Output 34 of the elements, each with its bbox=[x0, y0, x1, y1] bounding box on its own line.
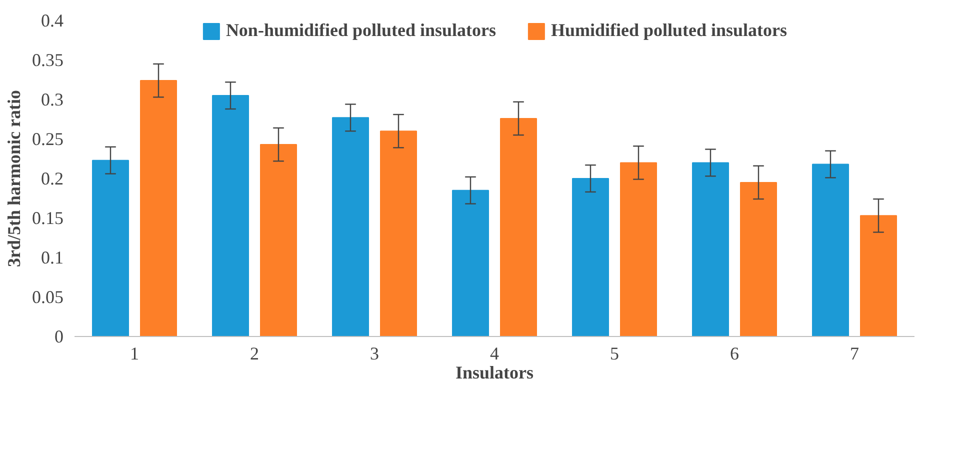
bar bbox=[140, 80, 177, 336]
y-tick-label: 0.05 bbox=[32, 287, 64, 307]
y-tick-label: 0.35 bbox=[32, 50, 64, 70]
bar bbox=[860, 215, 897, 336]
y-tick-label: 0.2 bbox=[41, 168, 64, 188]
x-tick-label: 3 bbox=[370, 344, 379, 364]
bar bbox=[452, 190, 489, 336]
bar bbox=[92, 160, 129, 336]
x-tick-label: 2 bbox=[250, 344, 259, 364]
bar bbox=[692, 162, 729, 336]
y-tick-label: 0 bbox=[54, 326, 64, 346]
bar bbox=[572, 178, 609, 336]
y-axis-title: 3rd/5th harmonic ratio bbox=[4, 90, 24, 267]
bar bbox=[812, 164, 849, 336]
bar bbox=[332, 117, 369, 336]
y-tick-label: 0.4 bbox=[41, 10, 64, 30]
bar bbox=[740, 182, 777, 336]
bar bbox=[380, 130, 417, 336]
bar bbox=[212, 95, 249, 336]
bar bbox=[500, 118, 537, 336]
x-axis-title: Insulators bbox=[455, 362, 534, 382]
bar bbox=[260, 144, 297, 336]
bar bbox=[620, 162, 657, 336]
y-tick-label: 0.15 bbox=[32, 208, 64, 228]
x-tick-label: 1 bbox=[130, 344, 139, 364]
legend-label: Humidified polluted insulators bbox=[551, 20, 788, 41]
x-tick-label: 5 bbox=[610, 344, 619, 364]
y-tick-label: 0.3 bbox=[41, 90, 64, 110]
y-tick-label: 0.1 bbox=[41, 248, 64, 268]
y-tick-label: 0.25 bbox=[32, 129, 64, 149]
x-tick-label: 4 bbox=[490, 344, 499, 364]
x-tick-label: 7 bbox=[850, 344, 859, 364]
legend-label: Non-humidified polluted insulators bbox=[226, 20, 496, 41]
x-tick-label: 6 bbox=[730, 344, 739, 364]
